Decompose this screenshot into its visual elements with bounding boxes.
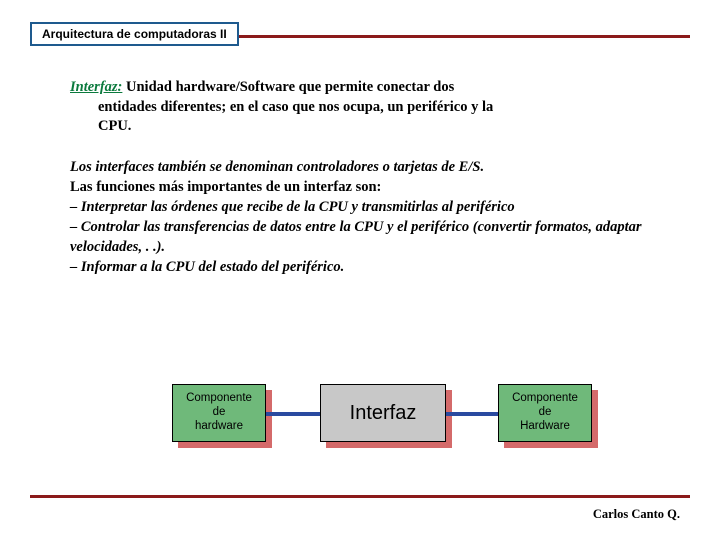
diagram-box-right: Componente de Hardware	[498, 384, 592, 442]
description-line1: Los interfaces también se denominan cont…	[70, 157, 670, 177]
content-area: Interfaz: Unidad hardware/Software que p…	[70, 78, 670, 277]
connector-right	[444, 412, 500, 416]
definition-line1: Unidad hardware/Software que permite con…	[122, 79, 454, 95]
definition-line3: CPU.	[98, 118, 131, 134]
description-line2: Las funciones más importantes de un inte…	[70, 177, 670, 197]
diagram-box-center-label: Interfaz	[350, 402, 417, 425]
definition-term: Interfaz:	[70, 79, 122, 95]
footer-author: Carlos Canto Q.	[593, 507, 680, 522]
diagram-box-right-label: Componente de Hardware	[512, 392, 578, 433]
diagram-box-center: Interfaz	[320, 384, 446, 442]
description-bullet3: – Informar a la CPU del estado del perif…	[70, 257, 670, 277]
diagram-box-left: Componente de hardware	[172, 384, 266, 442]
diagram: Componente de hardware Interfaz Componen…	[0, 380, 720, 460]
footer-rule	[30, 495, 690, 498]
definition-line2: entidades diferentes; en el caso que nos…	[98, 99, 493, 115]
description-bullet1: – Interpretar las órdenes que recibe de …	[70, 197, 670, 217]
connector-left	[264, 412, 322, 416]
diagram-box-left-label: Componente de hardware	[186, 392, 252, 433]
header-title: Arquitectura de computadoras II	[42, 27, 227, 41]
header-title-box: Arquitectura de computadoras II	[30, 22, 239, 46]
description-bullet2: – Controlar las transferencias de datos …	[70, 217, 670, 257]
definition-block: Interfaz: Unidad hardware/Software que p…	[70, 78, 670, 137]
description-block: Los interfaces también se denominan cont…	[70, 157, 670, 277]
